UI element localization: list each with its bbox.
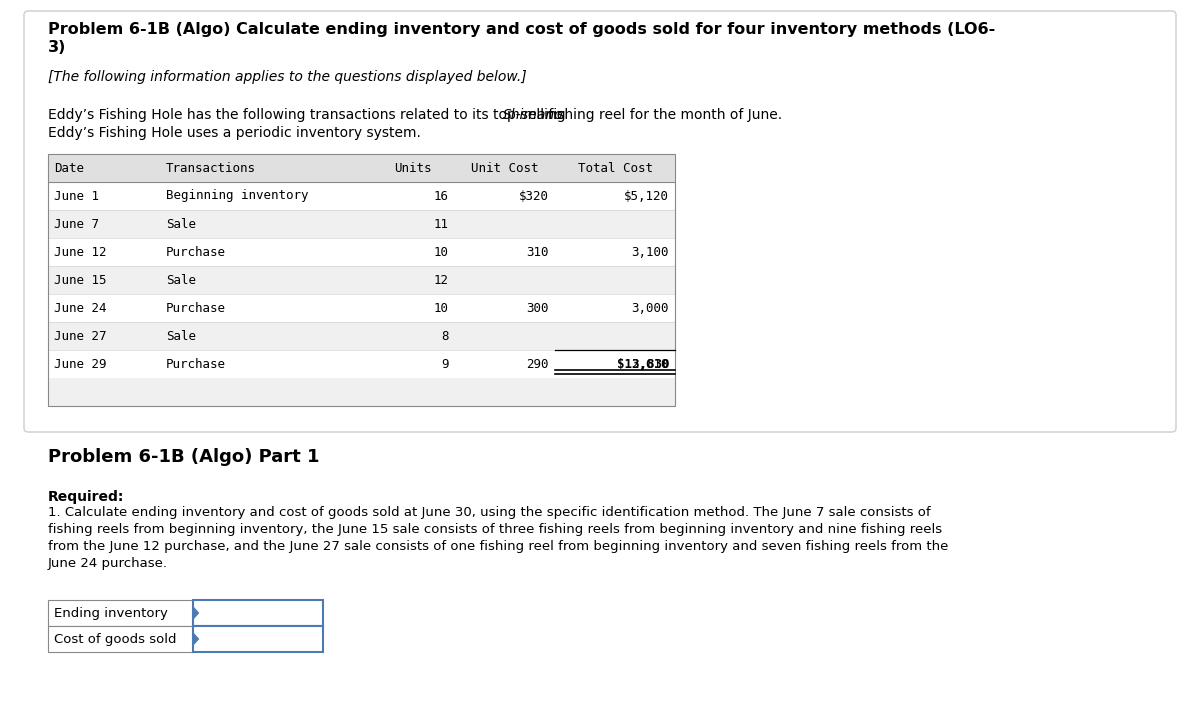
Text: June 24: June 24	[54, 301, 107, 315]
Text: Cost of goods sold: Cost of goods sold	[54, 633, 176, 645]
Text: fishing reels from beginning inventory, the June 15 sale consists of three fishi: fishing reels from beginning inventory, …	[48, 523, 942, 536]
Text: from the June 12 purchase, and the June 27 sale consists of one fishing reel fro: from the June 12 purchase, and the June …	[48, 540, 948, 553]
Text: 3,000: 3,000	[631, 301, 670, 315]
Bar	[48, 154, 674, 406]
Text: Eddy’s Fishing Hole has the following transactions related to its top-selling: Eddy’s Fishing Hole has the following tr…	[48, 108, 570, 122]
Text: Purchase: Purchase	[166, 245, 226, 259]
Text: Sale: Sale	[166, 274, 196, 286]
Text: Date: Date	[54, 161, 84, 175]
Text: $320: $320	[520, 189, 550, 202]
Text: 3,100: 3,100	[631, 245, 670, 259]
Bar	[48, 600, 193, 626]
Polygon shape	[193, 633, 198, 645]
Text: Required:: Required:	[48, 490, 125, 504]
Text: June 7: June 7	[54, 218, 98, 230]
Bar	[48, 322, 674, 350]
Bar	[48, 238, 674, 266]
Text: 10: 10	[434, 245, 449, 259]
Text: Total Cost: Total Cost	[577, 161, 653, 175]
Text: Beginning inventory: Beginning inventory	[166, 189, 308, 202]
Text: June 29: June 29	[54, 358, 107, 370]
FancyBboxPatch shape	[24, 11, 1176, 432]
Text: 300: 300	[527, 301, 550, 315]
Text: Ending inventory: Ending inventory	[54, 607, 168, 619]
Bar	[48, 154, 674, 182]
Bar	[48, 378, 674, 406]
Text: [The following information applies to the questions displayed below.]: [The following information applies to th…	[48, 70, 527, 84]
Text: 2,610: 2,610	[631, 358, 670, 370]
Text: 310: 310	[527, 245, 550, 259]
Text: 3): 3)	[48, 40, 66, 55]
Text: June 1: June 1	[54, 189, 98, 202]
Text: Sale: Sale	[166, 329, 196, 342]
Text: 1. Calculate ending inventory and cost of goods sold at June 30, using the speci: 1. Calculate ending inventory and cost o…	[48, 506, 931, 519]
Text: June 24 purchase.: June 24 purchase.	[48, 557, 168, 570]
Bar	[193, 600, 323, 626]
Text: Eddy’s Fishing Hole uses a periodic inventory system.: Eddy’s Fishing Hole uses a periodic inve…	[48, 126, 421, 140]
Bar	[193, 626, 323, 652]
Bar	[48, 210, 674, 238]
Polygon shape	[193, 607, 198, 619]
Text: Purchase: Purchase	[166, 358, 226, 370]
Text: Problem 6-1B (Algo) Calculate ending inventory and cost of goods sold for four i: Problem 6-1B (Algo) Calculate ending inv…	[48, 22, 995, 37]
Bar	[48, 626, 193, 652]
Text: Problem 6-1B (Algo) Part 1: Problem 6-1B (Algo) Part 1	[48, 448, 319, 466]
Text: June 27: June 27	[54, 329, 107, 342]
Text: Purchase: Purchase	[166, 301, 226, 315]
Text: 290: 290	[527, 358, 550, 370]
Text: June 12: June 12	[54, 245, 107, 259]
Text: 12: 12	[434, 274, 449, 286]
Text: 8: 8	[442, 329, 449, 342]
Text: 9: 9	[442, 358, 449, 370]
Text: June 15: June 15	[54, 274, 107, 286]
Text: 16: 16	[434, 189, 449, 202]
Text: Shimano: Shimano	[503, 108, 563, 122]
Bar	[48, 266, 674, 294]
Text: $13,830: $13,830	[617, 358, 670, 370]
Text: Units: Units	[394, 161, 431, 175]
Text: 11: 11	[434, 218, 449, 230]
Bar	[48, 182, 674, 210]
Text: $5,120: $5,120	[624, 189, 670, 202]
Bar	[48, 350, 674, 378]
Text: Unit Cost: Unit Cost	[472, 161, 539, 175]
Text: 10: 10	[434, 301, 449, 315]
Text: Transactions: Transactions	[166, 161, 256, 175]
Text: Sale: Sale	[166, 218, 196, 230]
Text: fishing reel for the month of June.: fishing reel for the month of June.	[544, 108, 781, 122]
Bar	[48, 294, 674, 322]
